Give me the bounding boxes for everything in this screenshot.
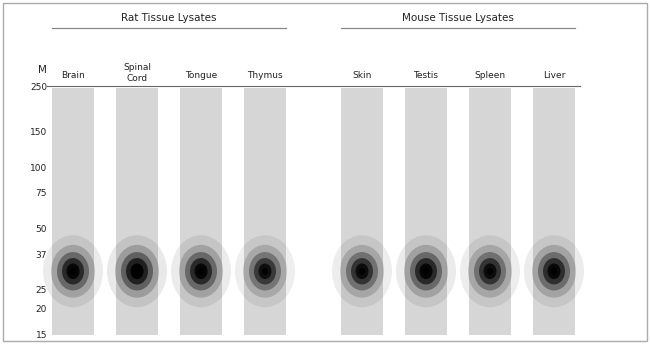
Bar [180,88,222,335]
Ellipse shape [351,258,373,284]
Bar [405,88,447,335]
Ellipse shape [134,268,140,275]
Ellipse shape [57,252,89,290]
Ellipse shape [484,264,497,279]
Ellipse shape [538,252,570,290]
Ellipse shape [340,245,384,298]
Text: Skin: Skin [352,72,372,80]
Ellipse shape [346,252,378,290]
Ellipse shape [262,268,268,275]
Text: Testis: Testis [413,72,439,80]
Ellipse shape [254,258,276,284]
Ellipse shape [171,235,231,307]
Bar [244,88,286,335]
Text: 100: 100 [30,164,47,173]
Ellipse shape [62,258,84,284]
Ellipse shape [121,252,153,290]
Ellipse shape [524,235,584,307]
Text: 37: 37 [36,251,47,260]
Ellipse shape [468,245,512,298]
Ellipse shape [543,258,565,284]
Ellipse shape [423,268,429,275]
Ellipse shape [474,252,506,290]
Text: M: M [38,65,47,75]
Bar [116,88,158,335]
Ellipse shape [190,258,212,284]
Ellipse shape [532,245,576,298]
Text: Tongue: Tongue [185,72,217,80]
Bar [52,88,94,335]
Ellipse shape [551,268,557,275]
Ellipse shape [356,264,369,279]
Ellipse shape [43,235,103,307]
Text: 15: 15 [36,331,47,340]
Text: Mouse Tissue Lysates: Mouse Tissue Lysates [402,13,514,23]
Ellipse shape [396,235,456,307]
Ellipse shape [66,264,79,279]
Text: Spinal
Cord: Spinal Cord [123,63,151,83]
Ellipse shape [249,252,281,290]
Ellipse shape [243,245,287,298]
Bar [533,88,575,335]
Ellipse shape [198,268,204,275]
Ellipse shape [185,252,217,290]
Ellipse shape [70,268,76,275]
Ellipse shape [332,235,392,307]
Text: Liver: Liver [543,72,566,80]
Bar [341,88,383,335]
Ellipse shape [479,258,501,284]
Ellipse shape [419,264,432,279]
Ellipse shape [235,235,295,307]
Text: 50: 50 [36,225,47,234]
Ellipse shape [126,258,148,284]
Text: 150: 150 [30,128,47,137]
Ellipse shape [131,264,144,279]
Ellipse shape [547,264,560,279]
Text: 20: 20 [36,305,47,314]
Ellipse shape [194,264,207,279]
Ellipse shape [115,245,159,298]
Text: Rat Tissue Lysates: Rat Tissue Lysates [122,13,216,23]
Ellipse shape [107,235,167,307]
Text: 250: 250 [30,84,47,93]
Text: 25: 25 [36,286,47,295]
Ellipse shape [179,245,223,298]
Ellipse shape [359,268,365,275]
Ellipse shape [410,252,442,290]
Ellipse shape [259,264,272,279]
Text: 75: 75 [36,189,47,198]
Ellipse shape [415,258,437,284]
Text: Brain: Brain [61,72,85,80]
Ellipse shape [487,268,493,275]
Ellipse shape [404,245,448,298]
Ellipse shape [460,235,520,307]
Bar [469,88,511,335]
Ellipse shape [51,245,95,298]
Text: Spleen: Spleen [474,72,506,80]
Text: Thymus: Thymus [247,72,283,80]
